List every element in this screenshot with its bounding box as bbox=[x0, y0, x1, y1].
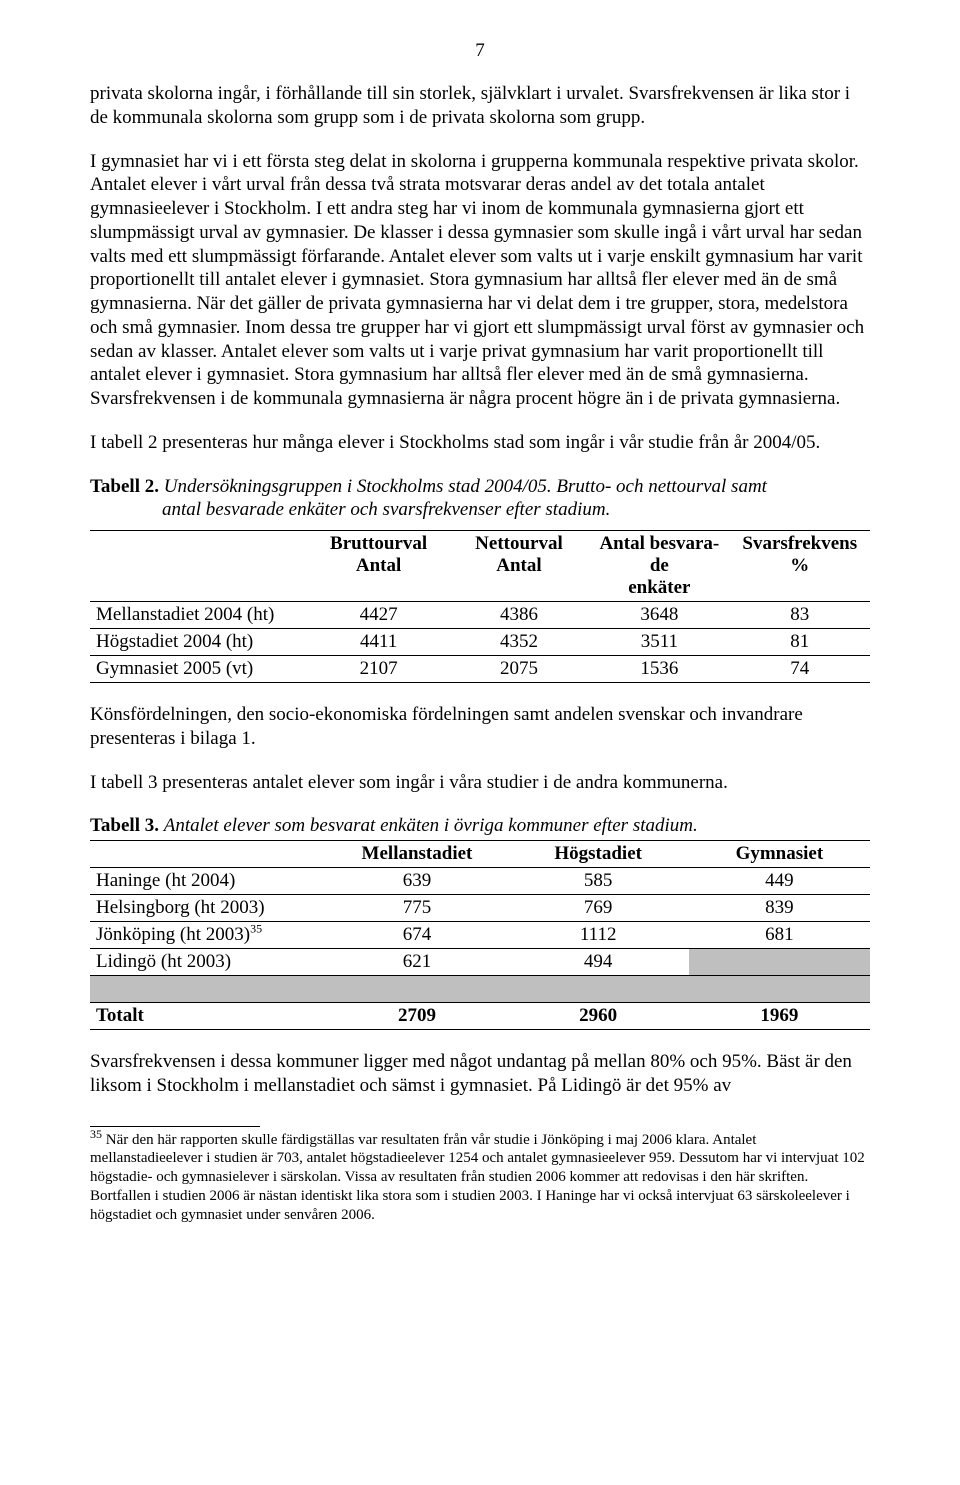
table3-h2: Högstadiet bbox=[508, 841, 689, 868]
table2-h-netto: Nettourval Antal bbox=[449, 531, 589, 602]
table3-total-c2: 2960 bbox=[508, 1003, 689, 1030]
table2-r0-c4: 83 bbox=[730, 602, 870, 629]
table2-r2-c4: 74 bbox=[730, 656, 870, 683]
table3-r3-c3 bbox=[689, 949, 870, 976]
table2-r1-c1: 4411 bbox=[308, 629, 448, 656]
table3-header-row: Mellanstadiet Högstadiet Gymnasiet bbox=[90, 841, 870, 868]
table2-r0-c2: 4386 bbox=[449, 602, 589, 629]
table3-r0-label: Haninge (ht 2004) bbox=[90, 868, 326, 895]
document-page: 7 privata skolorna ingår, i förhållande … bbox=[0, 0, 960, 1264]
table2-caption-line1: Undersökningsgruppen i Stockholms stad 2… bbox=[164, 476, 767, 497]
table2-caption: Tabell 2. Undersökningsgruppen i Stockho… bbox=[90, 475, 870, 523]
table2-r2-c2: 2075 bbox=[449, 656, 589, 683]
table2-r2-c1: 2107 bbox=[308, 656, 448, 683]
table3-r3-label: Lidingö (ht 2003) bbox=[90, 949, 326, 976]
table2-h-svars: Svarsfrekvens % bbox=[730, 531, 870, 602]
table2-h-netto-1: Nettourval bbox=[475, 533, 563, 554]
table3-r1-label: Helsingborg (ht 2003) bbox=[90, 895, 326, 922]
table2-caption-line2: antal besvarade enkäter och svarsfrekven… bbox=[90, 498, 610, 522]
footnote-sup: 35 bbox=[90, 1127, 102, 1141]
table3-r0-c3: 449 bbox=[689, 868, 870, 895]
table3-r1-c2: 769 bbox=[508, 895, 689, 922]
table2-r1-c2: 4352 bbox=[449, 629, 589, 656]
table2-r0-c3: 3648 bbox=[589, 602, 729, 629]
footnote-ref-35: 35 bbox=[250, 922, 262, 936]
table3-r2-c1: 674 bbox=[326, 922, 507, 949]
paragraph-6: Svarsfrekvensen i dessa kommuner ligger … bbox=[90, 1050, 870, 1098]
table2-r0-c1: 4427 bbox=[308, 602, 448, 629]
table3-caption-rest: Antalet elever som besvarat enkäten i öv… bbox=[164, 815, 698, 836]
paragraph-1: privata skolorna ingår, i förhållande ti… bbox=[90, 82, 870, 130]
table3: Mellanstadiet Högstadiet Gymnasiet Hanin… bbox=[90, 840, 870, 1030]
table3-total-row: Totalt 2709 2960 1969 bbox=[90, 1003, 870, 1030]
table3-blank-c3 bbox=[689, 976, 870, 1003]
table3-r3-c2: 494 bbox=[508, 949, 689, 976]
table2: Bruttourval Antal Nettourval Antal Antal… bbox=[90, 530, 870, 683]
table3-h1: Mellanstadiet bbox=[326, 841, 507, 868]
table2-h-svars-2: % bbox=[790, 555, 809, 576]
table3-r1-c1: 775 bbox=[326, 895, 507, 922]
table3-r2-label: Jönköping (ht 2003)35 bbox=[90, 922, 326, 949]
table2-r1-label: Högstadiet 2004 (ht) bbox=[90, 629, 308, 656]
table3-r2-c3: 681 bbox=[689, 922, 870, 949]
table-row: Haninge (ht 2004) 639 585 449 bbox=[90, 868, 870, 895]
table3-r2-label-text: Jönköping (ht 2003) bbox=[96, 924, 250, 945]
table-row: Gymnasiet 2005 (vt) 2107 2075 1536 74 bbox=[90, 656, 870, 683]
table2-caption-label: Tabell 2. bbox=[90, 476, 159, 497]
table3-caption-label: Tabell 3. bbox=[90, 815, 159, 836]
table3-total-c1: 2709 bbox=[326, 1003, 507, 1030]
table2-r1-c4: 81 bbox=[730, 629, 870, 656]
table2-h-empty bbox=[90, 531, 308, 602]
footnote-separator bbox=[90, 1126, 260, 1127]
table3-h3: Gymnasiet bbox=[689, 841, 870, 868]
table3-r1-c3: 839 bbox=[689, 895, 870, 922]
table2-header-row: Bruttourval Antal Nettourval Antal Antal… bbox=[90, 531, 870, 602]
table3-blank-c1 bbox=[326, 976, 507, 1003]
table2-r2-c3: 1536 bbox=[589, 656, 729, 683]
table3-r0-c1: 639 bbox=[326, 868, 507, 895]
paragraph-4: Könsfördelningen, den socio-ekonomiska f… bbox=[90, 703, 870, 751]
table-row: Helsingborg (ht 2003) 775 769 839 bbox=[90, 895, 870, 922]
table3-h0 bbox=[90, 841, 326, 868]
table2-h-brutto-2: Antal bbox=[356, 555, 401, 576]
paragraph-2: I gymnasiet har vi i ett första steg del… bbox=[90, 150, 870, 411]
table2-h-besvarade-2: de bbox=[650, 555, 669, 576]
paragraph-3: I tabell 2 presenteras hur många elever … bbox=[90, 431, 870, 455]
table-row: Jönköping (ht 2003)35 674 1112 681 bbox=[90, 922, 870, 949]
table-row: Högstadiet 2004 (ht) 4411 4352 3511 81 bbox=[90, 629, 870, 656]
table-row: Mellanstadiet 2004 (ht) 4427 4386 3648 8… bbox=[90, 602, 870, 629]
table3-total-label: Totalt bbox=[90, 1003, 326, 1030]
table2-h-brutto: Bruttourval Antal bbox=[308, 531, 448, 602]
table2-h-besvarade-3: enkäter bbox=[628, 577, 690, 598]
footnote-35: 35 När den här rapporten skulle färdigst… bbox=[90, 1131, 870, 1225]
table2-h-svars-1: Svarsfrekvens bbox=[742, 533, 857, 554]
table3-caption: Tabell 3. Antalet elever som besvarat en… bbox=[90, 814, 870, 838]
table3-blank-row bbox=[90, 976, 870, 1003]
table3-r2-c2: 1112 bbox=[508, 922, 689, 949]
footnote-text: När den här rapporten skulle färdigställ… bbox=[90, 1132, 865, 1223]
paragraph-5: I tabell 3 presenteras antalet elever so… bbox=[90, 771, 870, 795]
table2-h-besvarade-1: Antal besvara- bbox=[599, 533, 719, 554]
table3-blank-c0 bbox=[90, 976, 326, 1003]
page-number: 7 bbox=[90, 40, 870, 62]
table2-r2-label: Gymnasiet 2005 (vt) bbox=[90, 656, 308, 683]
table2-r0-label: Mellanstadiet 2004 (ht) bbox=[90, 602, 308, 629]
table3-blank-c2 bbox=[508, 976, 689, 1003]
table2-r1-c3: 3511 bbox=[589, 629, 729, 656]
table2-h-netto-2: Antal bbox=[496, 555, 541, 576]
table2-h-besvarade: Antal besvara- de enkäter bbox=[589, 531, 729, 602]
table3-r0-c2: 585 bbox=[508, 868, 689, 895]
table3-r3-c1: 621 bbox=[326, 949, 507, 976]
table2-h-brutto-1: Bruttourval bbox=[330, 533, 427, 554]
table3-total-c3: 1969 bbox=[689, 1003, 870, 1030]
table-row: Lidingö (ht 2003) 621 494 bbox=[90, 949, 870, 976]
